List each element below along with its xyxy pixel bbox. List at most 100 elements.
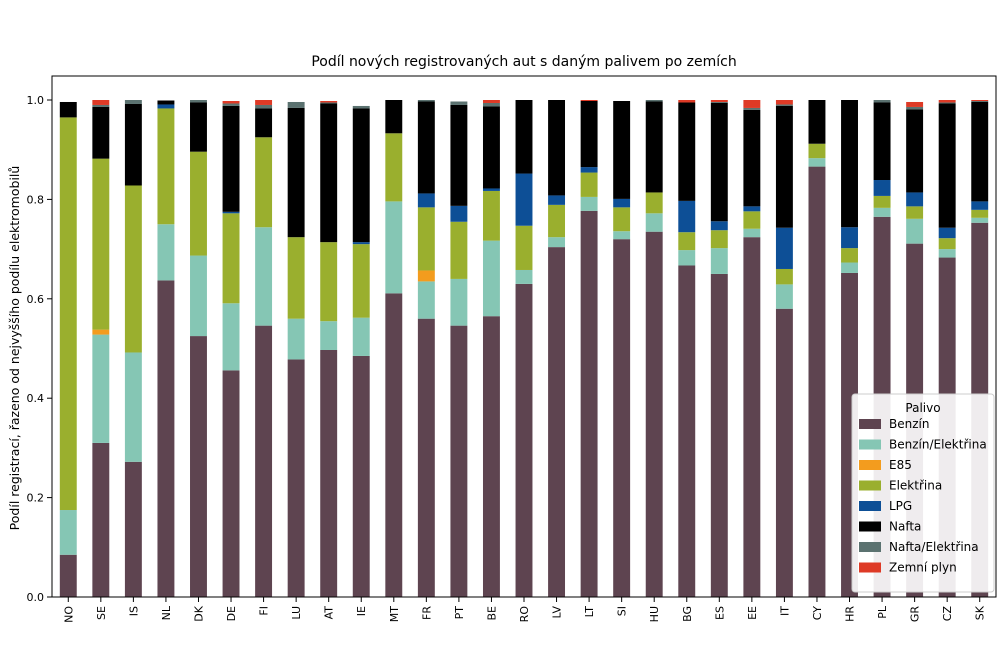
bar-stack-FI: [255, 100, 273, 597]
bar-segment: [515, 269, 533, 284]
bar-segment: [775, 308, 793, 597]
y-tick-label: 0.8: [27, 193, 45, 206]
bar-segment: [971, 101, 989, 202]
legend-item: Nafta: [859, 520, 921, 534]
bar-segment: [450, 101, 468, 105]
y-tick-label: 1.0: [27, 94, 45, 107]
x-tick-label: AT: [323, 606, 336, 620]
bar-segment: [124, 185, 142, 353]
bar-segment: [287, 237, 305, 319]
bar-stack-FR: [417, 100, 435, 597]
bar-segment: [580, 100, 598, 101]
bar-stack-EE: [743, 100, 761, 597]
bar-segment: [385, 201, 403, 294]
bar-segment: [352, 317, 370, 356]
bar-segment: [938, 238, 956, 250]
x-tick-label: HR: [844, 606, 857, 622]
bar-segment: [971, 100, 989, 101]
bar-segment: [841, 248, 858, 263]
bar-segment: [157, 100, 175, 105]
bar-segment: [482, 100, 500, 103]
bar-segment: [417, 101, 435, 194]
bar-segment: [678, 100, 696, 103]
bar-stack-IT: [775, 100, 793, 597]
bar-stack-HU: [645, 100, 663, 597]
bar-segment: [482, 240, 500, 317]
bar-segment: [190, 336, 207, 597]
bar-segment: [385, 100, 403, 134]
bar-segment: [157, 224, 175, 281]
y-tick-label: 0.0: [27, 591, 45, 604]
legend-label: Elektřina: [889, 479, 942, 493]
bar-segment: [255, 104, 273, 109]
bar-segment: [222, 213, 240, 304]
bar-segment: [92, 334, 110, 443]
bar-stack-CY: [808, 100, 826, 597]
x-tick-label: DE: [225, 606, 238, 621]
y-axis-label: Podíl registrací, řazeno od nejvyššího p…: [7, 166, 22, 531]
bar-segment: [385, 293, 403, 597]
bar-segment: [580, 167, 598, 173]
bar-segment: [287, 359, 305, 597]
bar-segment: [613, 231, 631, 240]
x-tick-label: CY: [811, 606, 824, 620]
bar-segment: [678, 200, 696, 233]
bar-segment: [450, 325, 468, 597]
legend-swatch: [859, 419, 881, 429]
legend-label: Nafta/Elektřina: [889, 540, 979, 554]
bar-stack-LV: [548, 100, 566, 597]
x-tick-label: SK: [974, 605, 987, 620]
bar-segment: [190, 255, 207, 337]
bar-segment: [482, 190, 500, 241]
bar-segment: [710, 102, 728, 222]
bar-segment: [450, 205, 468, 222]
x-tick-label: DK: [192, 605, 205, 621]
bar-segment: [873, 102, 891, 181]
x-tick-label: SE: [95, 606, 108, 620]
bar-segment: [548, 204, 566, 238]
bar-segment: [743, 100, 761, 108]
x-tick-label: EE: [746, 606, 759, 620]
bar-segment: [710, 273, 728, 597]
bar-stack-BE: [482, 100, 500, 597]
bar-segment: [417, 270, 435, 282]
bar-segment: [59, 554, 77, 597]
bar-segment: [938, 102, 956, 104]
bar-segment: [222, 370, 240, 597]
bar-segment: [938, 227, 956, 239]
bar-stack-NO: [59, 101, 77, 597]
bar-segment: [841, 262, 858, 273]
bar-segment: [710, 248, 728, 274]
bar-segment: [613, 239, 631, 597]
legend-label: Zemní plyn: [889, 561, 957, 575]
bar-segment: [645, 192, 663, 214]
x-tick-label: CZ: [941, 606, 954, 622]
bar-segment: [743, 237, 761, 597]
bar-segment: [515, 100, 533, 174]
bar-stack-MT: [385, 100, 403, 597]
bar-segment: [255, 100, 273, 105]
bar-segment: [580, 210, 598, 597]
bar-segment: [320, 349, 338, 597]
legend-label: Benzín: [889, 417, 929, 431]
bar-segment: [743, 107, 761, 110]
legend-item: LPG: [859, 499, 912, 513]
bar-stack-SE: [92, 100, 110, 597]
bar-segment: [287, 107, 305, 238]
legend-label: LPG: [889, 499, 912, 513]
bar-segment: [222, 100, 240, 104]
bar-segment: [482, 188, 500, 191]
x-tick-label: MT: [388, 606, 401, 622]
bar-segment: [971, 217, 989, 223]
legend: Palivo Benzín Benzín/Elektřina E85 Elektřin…: [851, 393, 995, 593]
bar-segment: [775, 105, 793, 228]
legend-swatch: [859, 521, 881, 532]
legend-swatch: [859, 562, 881, 573]
legend-swatch: [859, 542, 881, 552]
bar-segment: [906, 109, 924, 193]
bar-segment: [580, 196, 598, 211]
bar-segment: [743, 109, 761, 207]
x-tick-label: IS: [127, 606, 140, 616]
bar-segment: [352, 108, 370, 243]
